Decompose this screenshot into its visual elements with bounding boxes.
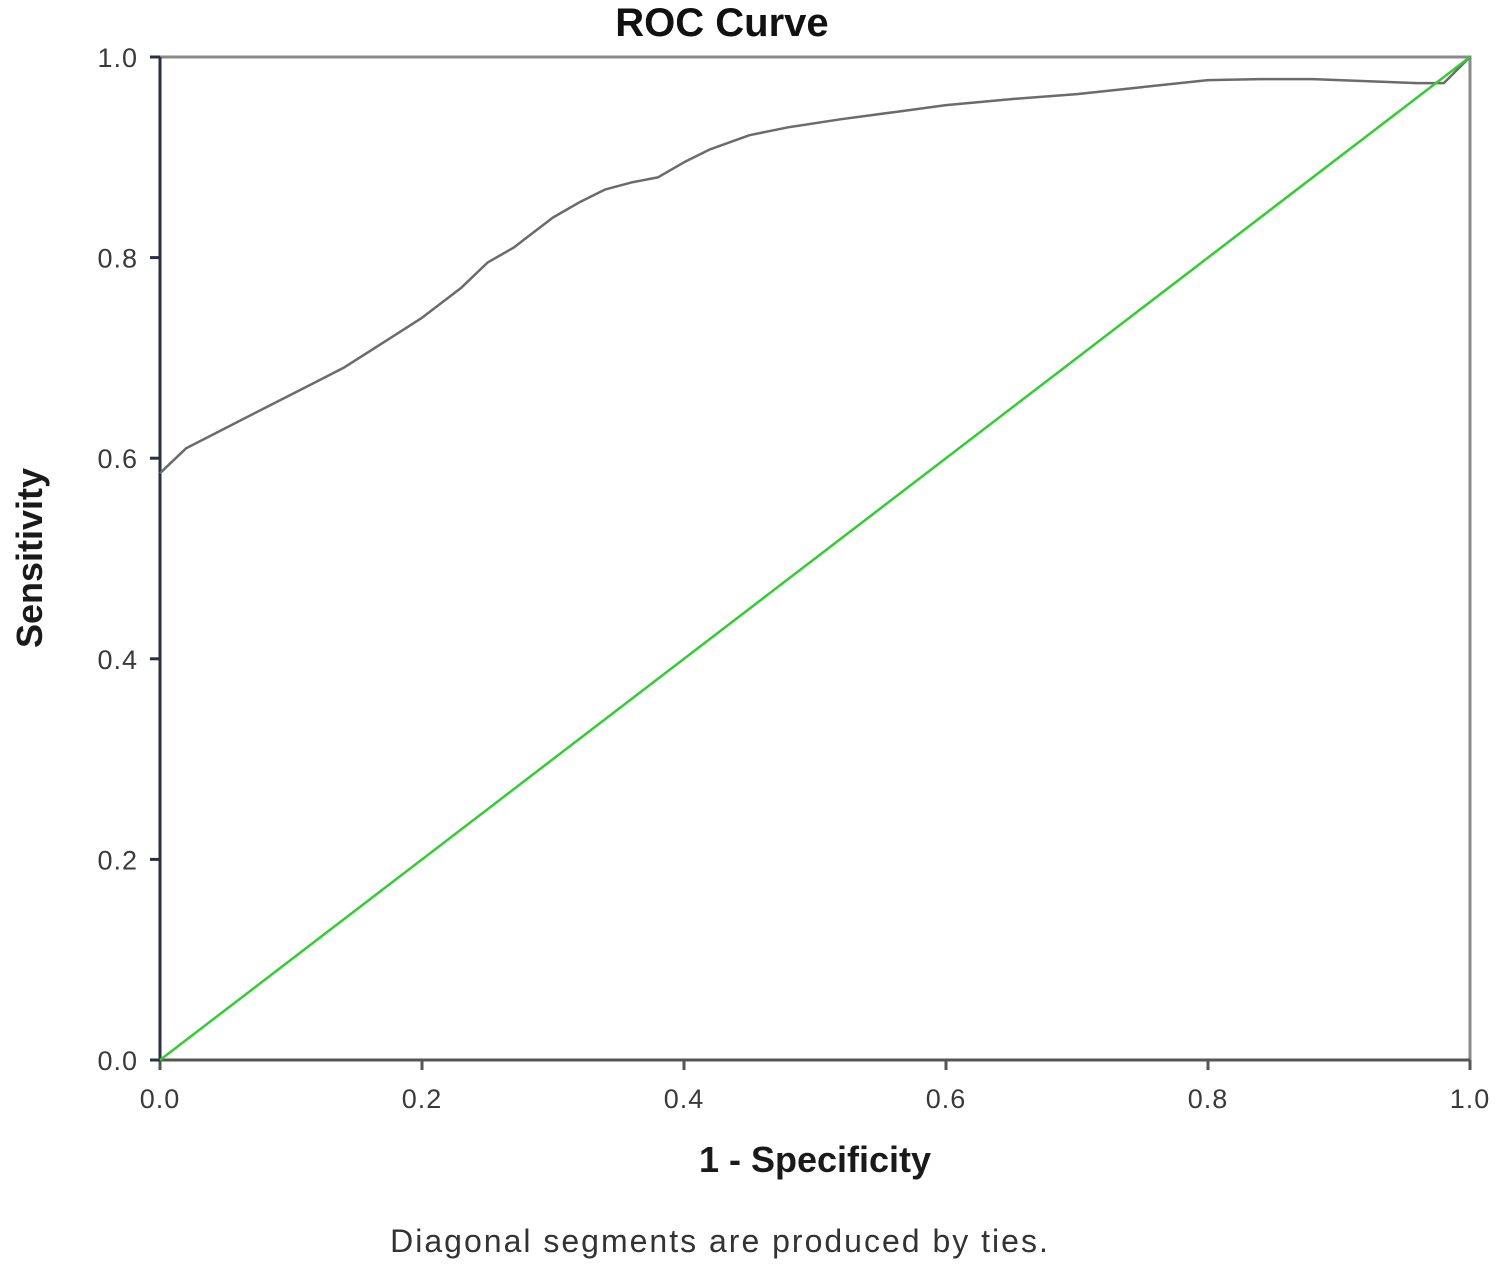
- x-axis-label: 1 - Specificity: [699, 1139, 931, 1180]
- y-tick-label: 0.4: [97, 645, 138, 675]
- footnote: Diagonal segments are produced by ties.: [390, 1223, 1050, 1259]
- y-tick-label: 0.6: [97, 444, 138, 474]
- x-tick-label: 0.2: [402, 1084, 443, 1114]
- x-tick-label: 0.6: [926, 1084, 967, 1114]
- reference-diagonal-line: [159, 56, 1471, 1061]
- x-tick-label: 0.0: [140, 1084, 181, 1114]
- x-tick-label: 1.0: [1450, 1084, 1491, 1114]
- x-tick-label: 0.8: [1188, 1084, 1229, 1114]
- roc-curve-line: [159, 56, 1471, 475]
- chart-title: ROC Curve: [615, 1, 828, 45]
- y-tick-label: 1.0: [97, 43, 138, 73]
- series-layer: [159, 56, 1471, 1061]
- x-axis-ticks: 0.0 0.2 0.4 0.6 0.8 1.0: [140, 1060, 1491, 1114]
- y-axis-ticks: 0.0 0.2 0.4 0.6 0.8 1.0: [97, 43, 160, 1076]
- y-tick-label: 0.8: [97, 244, 138, 274]
- y-tick-label: 0.2: [97, 845, 138, 875]
- y-axis-label: Sensitivity: [9, 468, 50, 648]
- y-tick-label: 0.0: [97, 1046, 138, 1076]
- x-tick-label: 0.4: [664, 1084, 705, 1114]
